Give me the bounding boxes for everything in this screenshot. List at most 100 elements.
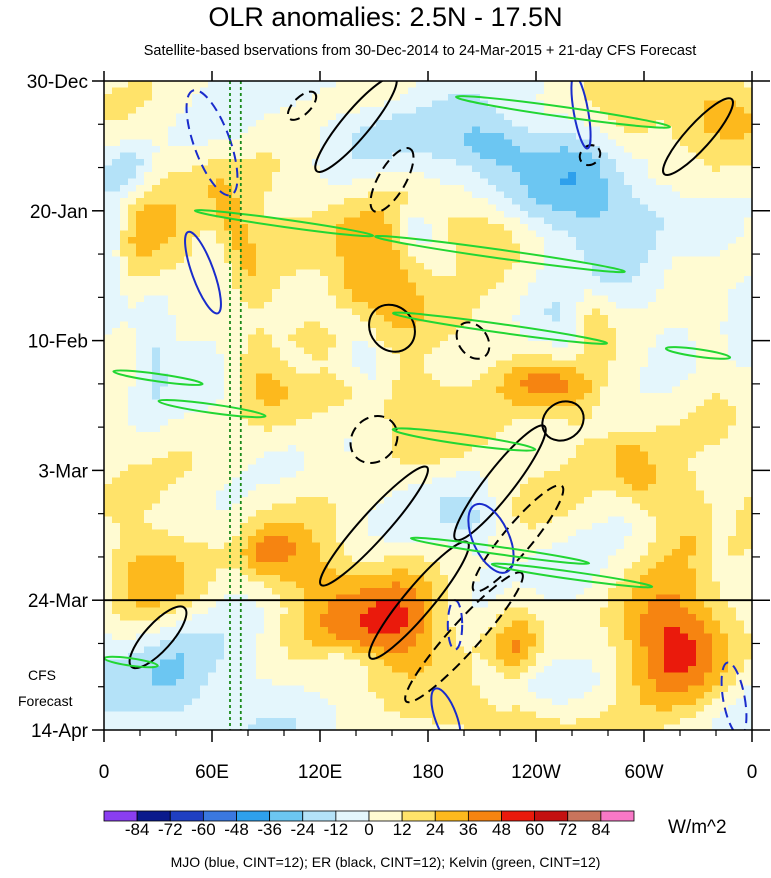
olr-cell: [224, 666, 233, 674]
olr-cell: [112, 237, 121, 245]
olr-cell: [416, 269, 425, 277]
olr-cell: [320, 87, 329, 95]
olr-cell: [312, 224, 321, 232]
olr-cell: [272, 419, 281, 427]
olr-cell: [192, 490, 201, 498]
olr-cell: [232, 152, 241, 160]
olr-cell: [160, 627, 169, 635]
olr-cell: [392, 724, 401, 730]
olr-cell: [224, 640, 233, 648]
olr-cell: [160, 230, 169, 238]
olr-cell: [464, 159, 473, 167]
olr-cell: [488, 581, 497, 589]
olr-cell: [224, 484, 233, 492]
olr-cell: [288, 107, 297, 115]
olr-cell: [472, 302, 481, 310]
olr-cell: [400, 672, 409, 680]
olr-cell: [128, 679, 137, 687]
olr-cell: [160, 276, 169, 284]
olr-cell: [208, 380, 217, 388]
olr-cell: [304, 282, 313, 290]
olr-cell: [320, 432, 329, 440]
olr-cell: [144, 126, 153, 134]
olr-cell: [440, 724, 449, 730]
olr-cell: [224, 373, 233, 381]
olr-cell: [440, 575, 449, 583]
olr-cell: [280, 399, 289, 407]
olr-cell: [216, 724, 225, 730]
olr-cell: [248, 94, 257, 102]
olr-cell: [248, 542, 257, 550]
olr-cell: [232, 711, 241, 719]
olr-cell: [168, 204, 177, 212]
olr-cell: [312, 282, 321, 290]
olr-cell: [168, 451, 177, 459]
olr-cell: [376, 328, 385, 336]
olr-cell: [448, 224, 457, 232]
olr-cell: [416, 601, 425, 609]
olr-cell: [288, 185, 297, 193]
olr-cell: [424, 159, 433, 167]
olr-cell: [400, 126, 409, 134]
olr-cell: [112, 451, 121, 459]
olr-cell: [320, 594, 329, 602]
olr-cell: [136, 302, 145, 310]
olr-cell: [208, 425, 217, 433]
olr-cell: [248, 536, 257, 544]
olr-cell: [144, 120, 153, 128]
olr-cell: [376, 100, 385, 108]
olr-cell: [432, 373, 441, 381]
olr-cell: [304, 204, 313, 212]
olr-cell: [168, 601, 177, 609]
olr-cell: [240, 94, 249, 102]
olr-cell: [376, 263, 385, 271]
olr-cell: [144, 139, 153, 147]
olr-cell: [376, 516, 385, 524]
olr-cell: [488, 113, 497, 121]
olr-cell: [440, 679, 449, 687]
olr-cell: [424, 94, 433, 102]
olr-cell: [448, 146, 457, 154]
olr-cell: [464, 120, 473, 128]
olr-cell: [224, 107, 233, 115]
olr-cell: [472, 152, 481, 160]
olr-cell: [360, 347, 369, 355]
olr-cell: [312, 360, 321, 368]
olr-cell: [304, 341, 313, 349]
olr-cell: [272, 477, 281, 485]
olr-cell: [360, 269, 369, 277]
olr-cell: [248, 594, 257, 602]
olr-cell: [208, 451, 217, 459]
olr-cell: [360, 458, 369, 466]
olr-cell: [280, 360, 289, 368]
olr-cell: [112, 347, 121, 355]
olr-cell: [400, 263, 409, 271]
olr-cell: [488, 146, 497, 154]
olr-cell: [208, 549, 217, 557]
olr-cell: [320, 653, 329, 661]
olr-cell: [208, 367, 217, 375]
olr-cell: [280, 94, 289, 102]
olr-cell: [480, 289, 489, 297]
olr-cell: [328, 484, 337, 492]
olr-cell: [488, 263, 497, 271]
olr-cell: [384, 315, 393, 323]
olr-cell: [280, 100, 289, 108]
olr-cell: [464, 705, 473, 713]
olr-cell: [272, 217, 281, 225]
olr-cell: [448, 672, 457, 680]
olr-cell: [456, 614, 465, 622]
olr-cell: [232, 399, 241, 407]
olr-cell: [304, 562, 313, 570]
olr-cell: [368, 133, 377, 141]
olr-cell: [224, 523, 233, 531]
olr-cell: [280, 191, 289, 199]
olr-cell: [384, 594, 393, 602]
olr-cell: [224, 542, 233, 550]
olr-cell: [232, 516, 241, 524]
olr-cell: [336, 497, 345, 505]
olr-cell: [496, 289, 505, 297]
olr-cell: [488, 601, 497, 609]
olr-cell: [464, 165, 473, 173]
olr-cell: [464, 555, 473, 563]
